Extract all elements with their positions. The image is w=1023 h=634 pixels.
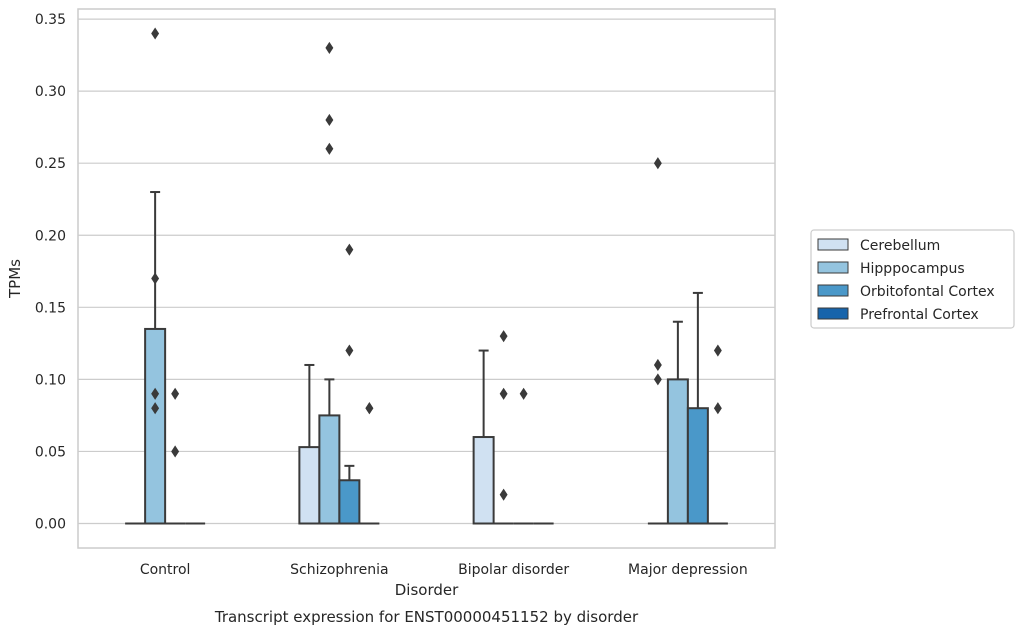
- outlier-point: [653, 157, 662, 170]
- outlier-point: [499, 488, 508, 501]
- chart-caption: Transcript expression for ENST0000045115…: [214, 608, 639, 626]
- outlier-point: [325, 142, 334, 155]
- legend-label: Prefrontal Cortex: [860, 307, 979, 323]
- box-group: [338, 243, 361, 525]
- y-axis-ticks: 0.00 0.05 0.10 0.15 0.20 0.25 0.30 0.35: [35, 12, 66, 532]
- y-tick-label: 0.30: [35, 84, 66, 100]
- box-group: [298, 363, 321, 525]
- outlier-point: [171, 445, 180, 458]
- outlier-group: [365, 402, 374, 415]
- outlier-point: [151, 402, 160, 415]
- box-rect: [318, 414, 341, 525]
- outlier-point: [171, 387, 180, 400]
- box-rect: [144, 327, 167, 525]
- y-tick-label: 0.25: [35, 156, 66, 172]
- outlier-group: [151, 272, 160, 415]
- box-group: [647, 157, 668, 525]
- legend-swatch: [817, 238, 849, 251]
- legend-swatch: [817, 261, 849, 274]
- x-tick-label: Major depression: [628, 562, 748, 578]
- legend-box: [810, 229, 1015, 329]
- outlier-point: [151, 272, 160, 285]
- box-group: [472, 349, 495, 525]
- box-rect: [686, 407, 709, 525]
- box-group: [493, 330, 514, 525]
- y-tick-label: 0.35: [35, 12, 66, 28]
- legend-swatch: [817, 307, 849, 320]
- outlier-point: [653, 373, 662, 386]
- box-group: [666, 320, 689, 525]
- x-tick-label: Bipolar disorder: [458, 562, 569, 578]
- plot-marks: [125, 27, 728, 525]
- outlier-point: [365, 402, 374, 415]
- box-group: [686, 291, 709, 525]
- outlier-point: [325, 41, 334, 54]
- y-tick-label: 0.00: [35, 517, 66, 533]
- y-tick-label: 0.10: [35, 372, 66, 388]
- outlier-point: [499, 330, 508, 343]
- legend-label: Hipppocampus: [860, 261, 965, 277]
- legend-label: Orbitofontal Cortex: [860, 284, 995, 300]
- box-group: [513, 387, 534, 525]
- outlier-point: [713, 402, 722, 415]
- box-group: [144, 27, 167, 525]
- legend: Cerebellum Hipppocampus Orbitofontal Corte…: [810, 229, 1015, 329]
- legend-swatch: [817, 284, 849, 297]
- box-group: [165, 387, 186, 525]
- box-group: [318, 41, 341, 525]
- y-tick-label: 0.20: [35, 228, 66, 244]
- y-tick-label: 0.15: [35, 300, 66, 316]
- legend-label: Cerebellum: [860, 238, 940, 254]
- x-axis-ticks: Control Schizophrenia Bipolar disorder Majo…: [140, 562, 748, 578]
- outlier-point: [653, 358, 662, 372]
- box-rect: [338, 479, 361, 525]
- box-group: [359, 402, 380, 525]
- box-group: [707, 344, 728, 525]
- plot-frame: [77, 8, 776, 549]
- outlier-point: [151, 387, 160, 400]
- y-axis-label: TPMs: [6, 259, 24, 299]
- gridlines: [78, 18, 775, 525]
- box-rect: [666, 378, 689, 525]
- outlier-point: [713, 344, 722, 357]
- x-axis-label: Disorder: [395, 581, 459, 599]
- outlier-point: [499, 387, 508, 400]
- x-tick-label: Control: [140, 562, 191, 578]
- y-tick-label: 0.05: [35, 444, 66, 460]
- box-rect: [472, 436, 495, 525]
- box-rect: [298, 446, 321, 525]
- outlier-point: [345, 344, 354, 357]
- outlier-point: [519, 387, 528, 400]
- outlier-point: [345, 243, 354, 256]
- x-tick-label: Schizophrenia: [290, 562, 388, 578]
- outlier-point: [325, 113, 334, 127]
- outlier-point: [151, 27, 160, 40]
